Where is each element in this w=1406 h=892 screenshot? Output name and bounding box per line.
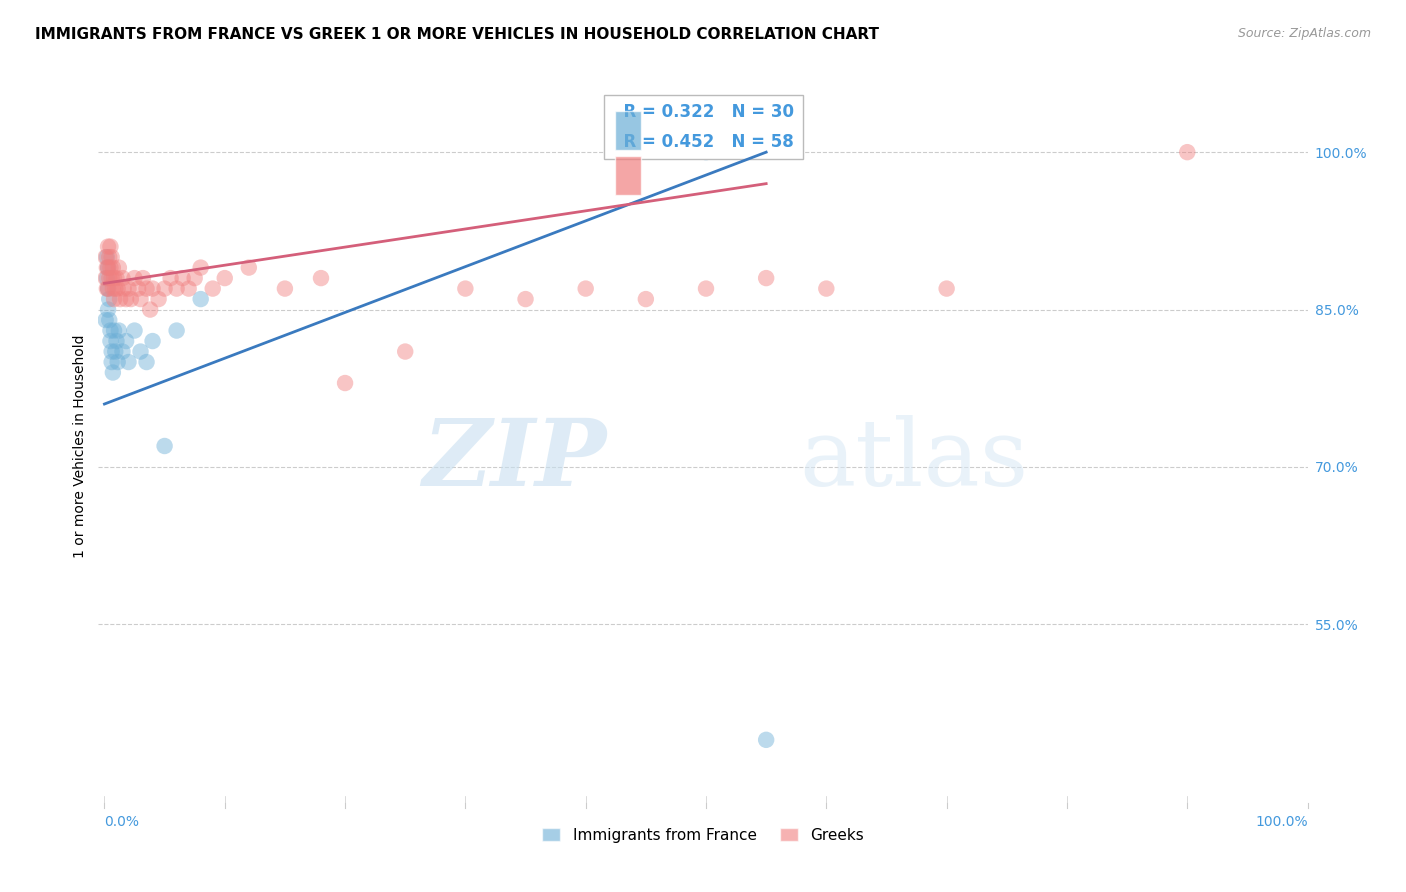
Point [96,271,118,285]
Point [115,292,138,306]
Point [98,292,121,306]
Point [96,250,118,264]
Point [98,313,121,327]
Point [94,271,117,285]
Point [124,271,146,285]
Point [117,282,139,296]
Point [815,282,838,296]
Text: IMMIGRANTS FROM FRANCE VS GREEK 1 OR MORE VEHICLES IN HOUSEHOLD CORRELATION CHAR: IMMIGRANTS FROM FRANCE VS GREEK 1 OR MOR… [35,27,879,42]
Point [148,292,170,306]
Point [103,292,125,306]
Text: atlas: atlas [800,416,1029,505]
Point [127,282,149,296]
Text: R = 0.322   N = 30
  R = 0.452   N = 58: R = 0.322 N = 30 R = 0.452 N = 58 [613,103,794,151]
Point [104,344,127,359]
Point [105,334,128,348]
Point [101,282,124,296]
Point [129,344,152,359]
Point [142,334,165,348]
Point [695,145,717,160]
Point [108,324,131,338]
Point [100,355,122,369]
Point [101,260,124,275]
Point [755,271,778,285]
Point [100,239,122,253]
Legend: Immigrants from France, Greeks: Immigrants from France, Greeks [536,822,870,848]
Point [454,282,477,296]
Point [94,313,117,327]
Point [97,260,120,275]
Point [166,282,188,296]
Point [333,376,356,390]
Point [1175,145,1198,160]
Point [183,271,205,285]
Point [575,282,598,296]
Point [274,282,297,296]
Point [100,250,122,264]
FancyBboxPatch shape [614,155,641,194]
Point [97,260,120,275]
Point [139,302,162,317]
Point [172,271,194,285]
Point [100,334,122,348]
Text: 0.0%: 0.0% [104,815,139,830]
Point [117,355,139,369]
FancyBboxPatch shape [614,111,641,150]
Point [104,282,127,296]
Point [755,732,778,747]
Point [103,324,125,338]
Point [100,344,122,359]
Text: ZIP: ZIP [422,416,606,505]
Point [111,271,134,285]
Point [135,282,157,296]
Point [190,292,212,306]
Point [309,271,332,285]
Point [103,271,125,285]
Text: Source: ZipAtlas.com: Source: ZipAtlas.com [1237,27,1371,40]
Point [214,271,236,285]
Point [107,282,129,296]
Point [97,302,120,317]
Point [97,239,120,253]
Point [98,271,121,285]
Point [100,271,122,285]
Point [98,250,121,264]
Point [135,355,157,369]
Text: 100.0%: 100.0% [1256,815,1308,830]
Point [132,271,155,285]
Point [177,282,200,296]
Point [201,282,224,296]
Point [159,271,181,285]
Point [96,260,118,275]
Point [129,292,152,306]
Point [634,292,657,306]
Point [935,282,957,296]
Point [97,282,120,296]
Point [142,282,165,296]
Point [190,260,212,275]
Point [108,260,131,275]
Point [124,324,146,338]
Point [97,282,120,296]
Point [153,439,176,453]
Point [107,355,129,369]
Point [101,366,124,380]
Point [115,334,138,348]
Point [94,250,117,264]
Point [394,344,416,359]
Point [96,282,118,296]
Point [120,292,142,306]
Point [100,324,122,338]
Point [100,260,122,275]
Point [515,292,537,306]
Point [153,282,176,296]
Point [112,282,135,296]
Point [695,282,717,296]
Point [105,271,128,285]
Point [108,292,131,306]
Point [238,260,260,275]
Point [111,344,134,359]
Y-axis label: 1 or more Vehicles in Household: 1 or more Vehicles in Household [73,334,87,558]
Point [166,324,188,338]
